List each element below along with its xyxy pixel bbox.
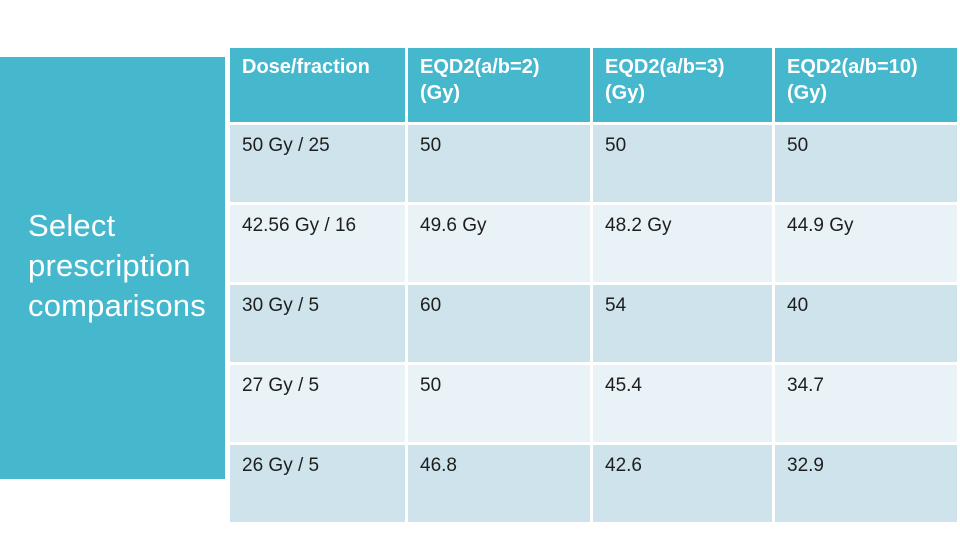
table-row: 27 Gy / 5 50 45.4 34.7 bbox=[230, 365, 957, 442]
table-row: 30 Gy / 5 60 54 40 bbox=[230, 285, 957, 362]
table-cell-eqd2-2: 50 bbox=[408, 365, 590, 442]
table-row: 50 Gy / 25 50 50 50 bbox=[230, 125, 957, 202]
table-cell-eqd2-3: 48.2 Gy bbox=[593, 205, 772, 282]
table-cell-eqd2-3: 50 bbox=[593, 125, 772, 202]
table-cell-dose: 27 Gy / 5 bbox=[230, 365, 405, 442]
column-header-eqd2-ab3: EQD2(a/b=3) (Gy) bbox=[593, 48, 772, 122]
table-cell-eqd2-2: 46.8 bbox=[408, 445, 590, 522]
table-cell-eqd2-10: 34.7 bbox=[775, 365, 957, 442]
table-cell-dose: 30 Gy / 5 bbox=[230, 285, 405, 362]
column-header-dose-fraction: Dose/fraction bbox=[230, 48, 405, 122]
prescription-comparison-table: Dose/fraction EQD2(a/b=2) (Gy) EQD2(a/b=… bbox=[227, 45, 960, 525]
table-cell-eqd2-10: 50 bbox=[775, 125, 957, 202]
table-cell-eqd2-3: 54 bbox=[593, 285, 772, 362]
table-cell-eqd2-3: 42.6 bbox=[593, 445, 772, 522]
table-cell-eqd2-10: 32.9 bbox=[775, 445, 957, 522]
table-cell-dose: 26 Gy / 5 bbox=[230, 445, 405, 522]
table-cell-eqd2-2: 49.6 Gy bbox=[408, 205, 590, 282]
table-cell-dose: 42.56 Gy / 16 bbox=[230, 205, 405, 282]
title-panel: Select prescription comparisons bbox=[0, 57, 225, 479]
table-cell-eqd2-2: 50 bbox=[408, 125, 590, 202]
table-row: 26 Gy / 5 46.8 42.6 32.9 bbox=[230, 445, 957, 522]
column-header-eqd2-ab10: EQD2(a/b=10) (Gy) bbox=[775, 48, 957, 122]
table-cell-eqd2-10: 44.9 Gy bbox=[775, 205, 957, 282]
table-cell-eqd2-10: 40 bbox=[775, 285, 957, 362]
table-cell-eqd2-3: 45.4 bbox=[593, 365, 772, 442]
column-header-eqd2-ab2: EQD2(a/b=2) (Gy) bbox=[408, 48, 590, 122]
table-cell-dose: 50 Gy / 25 bbox=[230, 125, 405, 202]
table-cell-eqd2-2: 60 bbox=[408, 285, 590, 362]
slide-title: Select prescription comparisons bbox=[28, 208, 206, 323]
table-row: 42.56 Gy / 16 49.6 Gy 48.2 Gy 44.9 Gy bbox=[230, 205, 957, 282]
table-header-row: Dose/fraction EQD2(a/b=2) (Gy) EQD2(a/b=… bbox=[230, 48, 957, 122]
